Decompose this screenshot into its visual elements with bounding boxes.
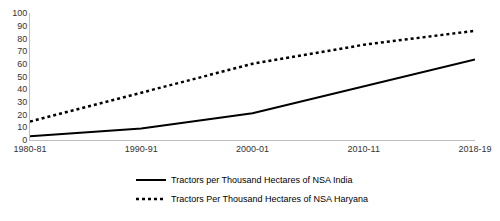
svg-text:1990-91: 1990-91 <box>125 144 158 154</box>
svg-text:30: 30 <box>17 97 27 107</box>
svg-text:0: 0 <box>22 135 27 145</box>
svg-text:Tractors Per Thousand Hectares: Tractors Per Thousand Hectares of NSA Ha… <box>171 194 368 204</box>
svg-text:50: 50 <box>17 72 27 82</box>
svg-text:80: 80 <box>17 34 27 44</box>
svg-text:90: 90 <box>17 21 27 31</box>
svg-text:2000-01: 2000-01 <box>236 144 269 154</box>
svg-text:20: 20 <box>17 110 27 120</box>
svg-text:70: 70 <box>17 46 27 56</box>
svg-text:Tractors per Thousand Hectares: Tractors per Thousand Hectares of NSA In… <box>171 175 353 185</box>
svg-text:1980-81: 1980-81 <box>13 144 46 154</box>
svg-text:100: 100 <box>12 8 27 18</box>
svg-text:2010-11: 2010-11 <box>348 144 380 154</box>
svg-text:2018-19: 2018-19 <box>458 144 491 154</box>
svg-text:40: 40 <box>17 84 27 94</box>
svg-text:60: 60 <box>17 59 27 69</box>
svg-text:10: 10 <box>17 122 27 132</box>
